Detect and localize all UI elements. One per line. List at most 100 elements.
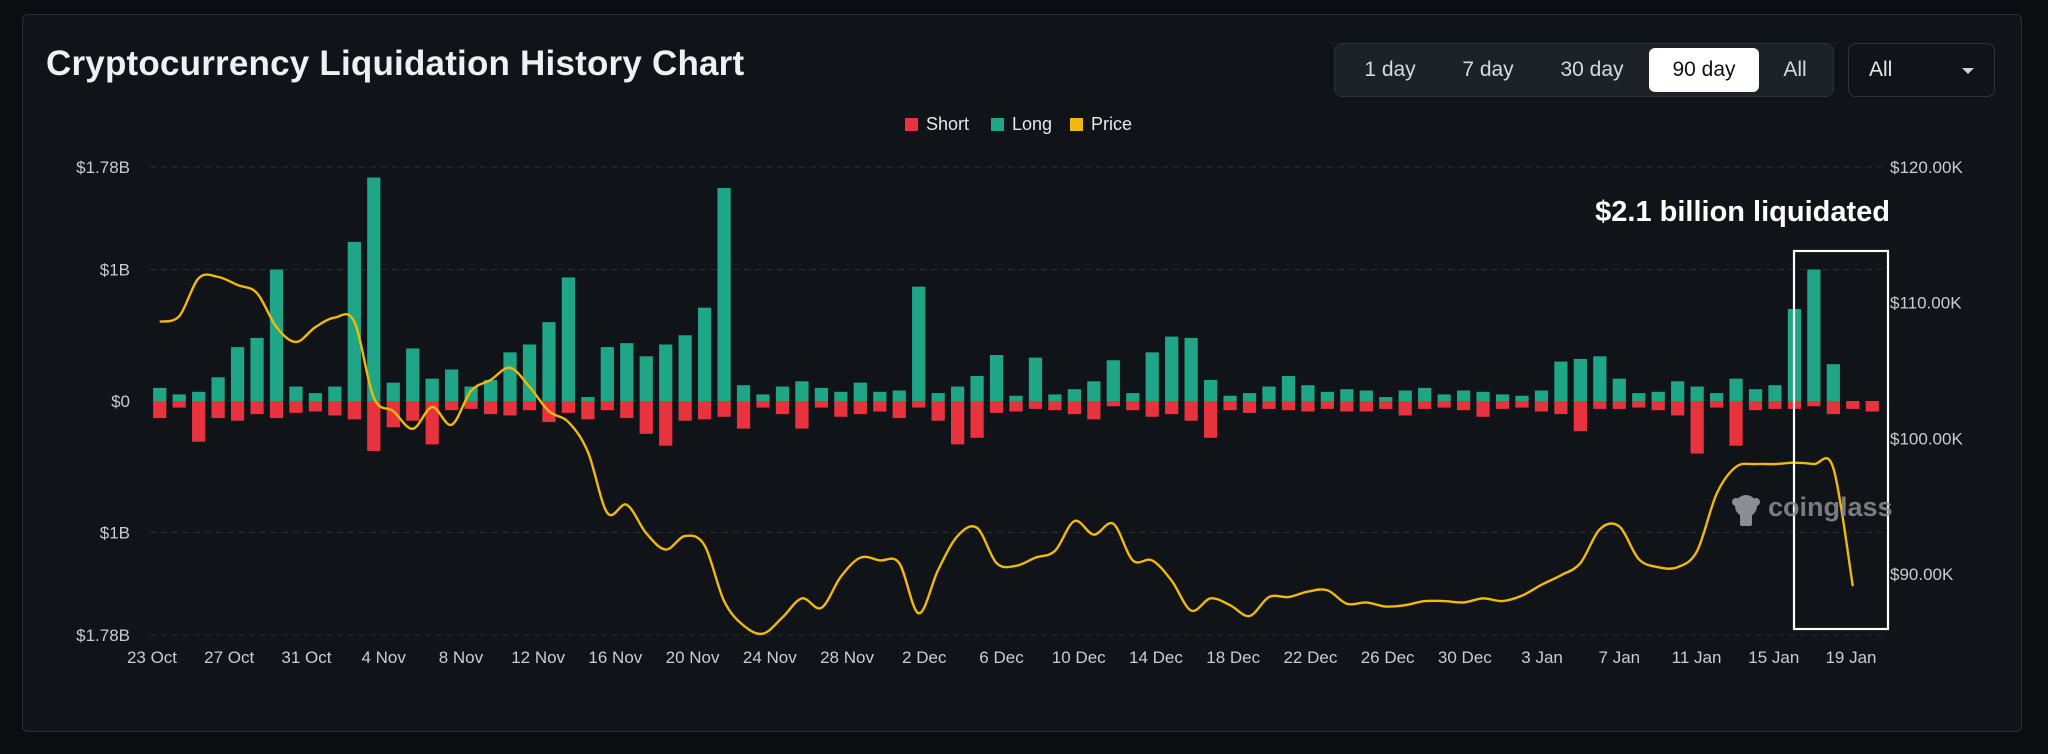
- short-bar: [192, 401, 206, 442]
- highlight-box: [1792, 249, 1890, 631]
- long-bar: [1340, 389, 1354, 401]
- short-bar: [1768, 401, 1782, 409]
- long-bar: [834, 391, 848, 401]
- long-bar: [192, 391, 206, 401]
- long-bar: [1651, 391, 1665, 401]
- long-bar: [1768, 385, 1782, 401]
- x-tick-label: 8 Nov: [439, 648, 484, 667]
- long-bar: [853, 382, 867, 401]
- long-bar: [1145, 352, 1159, 401]
- range-1-day-button[interactable]: 1 day: [1364, 58, 1416, 81]
- x-tick-label: 3 Jan: [1521, 648, 1563, 667]
- short-bar: [425, 401, 439, 445]
- short-bar: [1048, 401, 1062, 411]
- range-7-day-button[interactable]: 7 day: [1462, 58, 1514, 81]
- long-bar: [756, 394, 770, 401]
- short-bar: [717, 401, 731, 417]
- page-title: Cryptocurrency Liquidation History Chart: [46, 44, 745, 83]
- short-bar: [308, 401, 323, 412]
- short-bar: [1515, 401, 1529, 408]
- long-bar: [814, 387, 829, 401]
- long-bar: [1729, 378, 1743, 401]
- range-30-day-button[interactable]: 30 day: [1560, 58, 1624, 81]
- long-bar: [1534, 390, 1549, 401]
- short-bar: [1456, 401, 1471, 411]
- short-bar: [1009, 401, 1023, 412]
- coin-select-dropdown[interactable]: All: [1848, 43, 1995, 97]
- short-bar: [1028, 401, 1043, 409]
- x-tick-label: 19 Jan: [1825, 648, 1876, 667]
- long-bar: [269, 269, 284, 401]
- short-bar: [289, 401, 303, 413]
- long-bar: [1242, 393, 1257, 401]
- long-bar: [775, 386, 790, 401]
- x-tick-label: 11 Jan: [1672, 648, 1722, 667]
- x-tick-label: 2 Dec: [902, 648, 947, 667]
- long-bar: [406, 348, 420, 401]
- coin-select-value: All: [1869, 58, 1893, 81]
- legend-item-price[interactable]: Price: [1070, 114, 1132, 135]
- long-bar: [1573, 358, 1587, 401]
- long-bar: [989, 354, 1004, 401]
- range-90-day-button[interactable]: 90 day: [1649, 48, 1759, 92]
- short-bar: [1729, 401, 1743, 446]
- short-bar: [406, 401, 420, 421]
- short-bar: [698, 401, 712, 420]
- legend-label-price: Price: [1091, 114, 1133, 134]
- short-bar: [620, 401, 634, 419]
- long-bar: [1418, 387, 1432, 401]
- short-bar: [1223, 401, 1237, 411]
- x-tick-label: 18 Dec: [1206, 648, 1260, 667]
- watermark-text: coinglass: [1768, 492, 1893, 522]
- short-bar: [367, 401, 381, 451]
- long-bar: [1515, 395, 1529, 401]
- short-bar: [328, 401, 342, 416]
- long-bar: [1476, 391, 1490, 401]
- short-bar: [1281, 401, 1296, 411]
- legend-item-short[interactable]: Short: [905, 114, 969, 135]
- long-bar: [172, 394, 186, 401]
- legend-item-long[interactable]: Long: [991, 114, 1052, 135]
- short-bar: [1320, 401, 1334, 409]
- y-right-tick-label: $100.00K: [1890, 429, 1963, 448]
- short-bar: [1301, 401, 1315, 412]
- time-range-selector: 1 day 7 day 30 day 90 day All: [1334, 43, 1834, 97]
- range-all-button[interactable]: All: [1783, 58, 1807, 81]
- short-bar: [1865, 401, 1879, 412]
- short-bar: [1262, 401, 1276, 409]
- short-bar: [483, 401, 498, 415]
- long-bar: [1554, 361, 1568, 401]
- x-tick-label: 14 Dec: [1129, 648, 1183, 667]
- long-bar: [1048, 394, 1062, 401]
- long-bar: [153, 387, 167, 401]
- short-bar: [1126, 401, 1140, 411]
- short-bar: [230, 401, 245, 421]
- long-bar: [1281, 376, 1296, 401]
- short-bar: [211, 401, 225, 419]
- short-bar: [853, 401, 867, 415]
- long-bar: [1437, 394, 1451, 401]
- short-bar: [892, 401, 906, 419]
- long-bar: [1359, 390, 1373, 401]
- short-bar: [153, 401, 167, 419]
- long-bar: [1709, 393, 1724, 401]
- long-bar: [386, 382, 400, 401]
- y-right-tick-label: $110.00K: [1890, 294, 1962, 313]
- short-bar: [1807, 401, 1821, 407]
- short-bar: [1748, 401, 1763, 411]
- long-bar: [639, 356, 653, 401]
- long-bar: [698, 307, 712, 401]
- long-bar: [503, 352, 517, 401]
- long-bar: [1320, 391, 1334, 401]
- short-bar: [834, 401, 848, 417]
- coinglass-logo-icon: [1728, 492, 1764, 537]
- long-bar: [600, 347, 614, 401]
- x-tick-label: 31 Oct: [281, 648, 331, 667]
- long-bar: [1456, 390, 1471, 401]
- short-bar: [347, 401, 361, 420]
- long-swatch: [991, 118, 1004, 131]
- short-bar: [1476, 401, 1490, 417]
- short-bar: [1087, 401, 1101, 420]
- short-bar: [522, 401, 537, 411]
- long-bar: [1067, 389, 1081, 401]
